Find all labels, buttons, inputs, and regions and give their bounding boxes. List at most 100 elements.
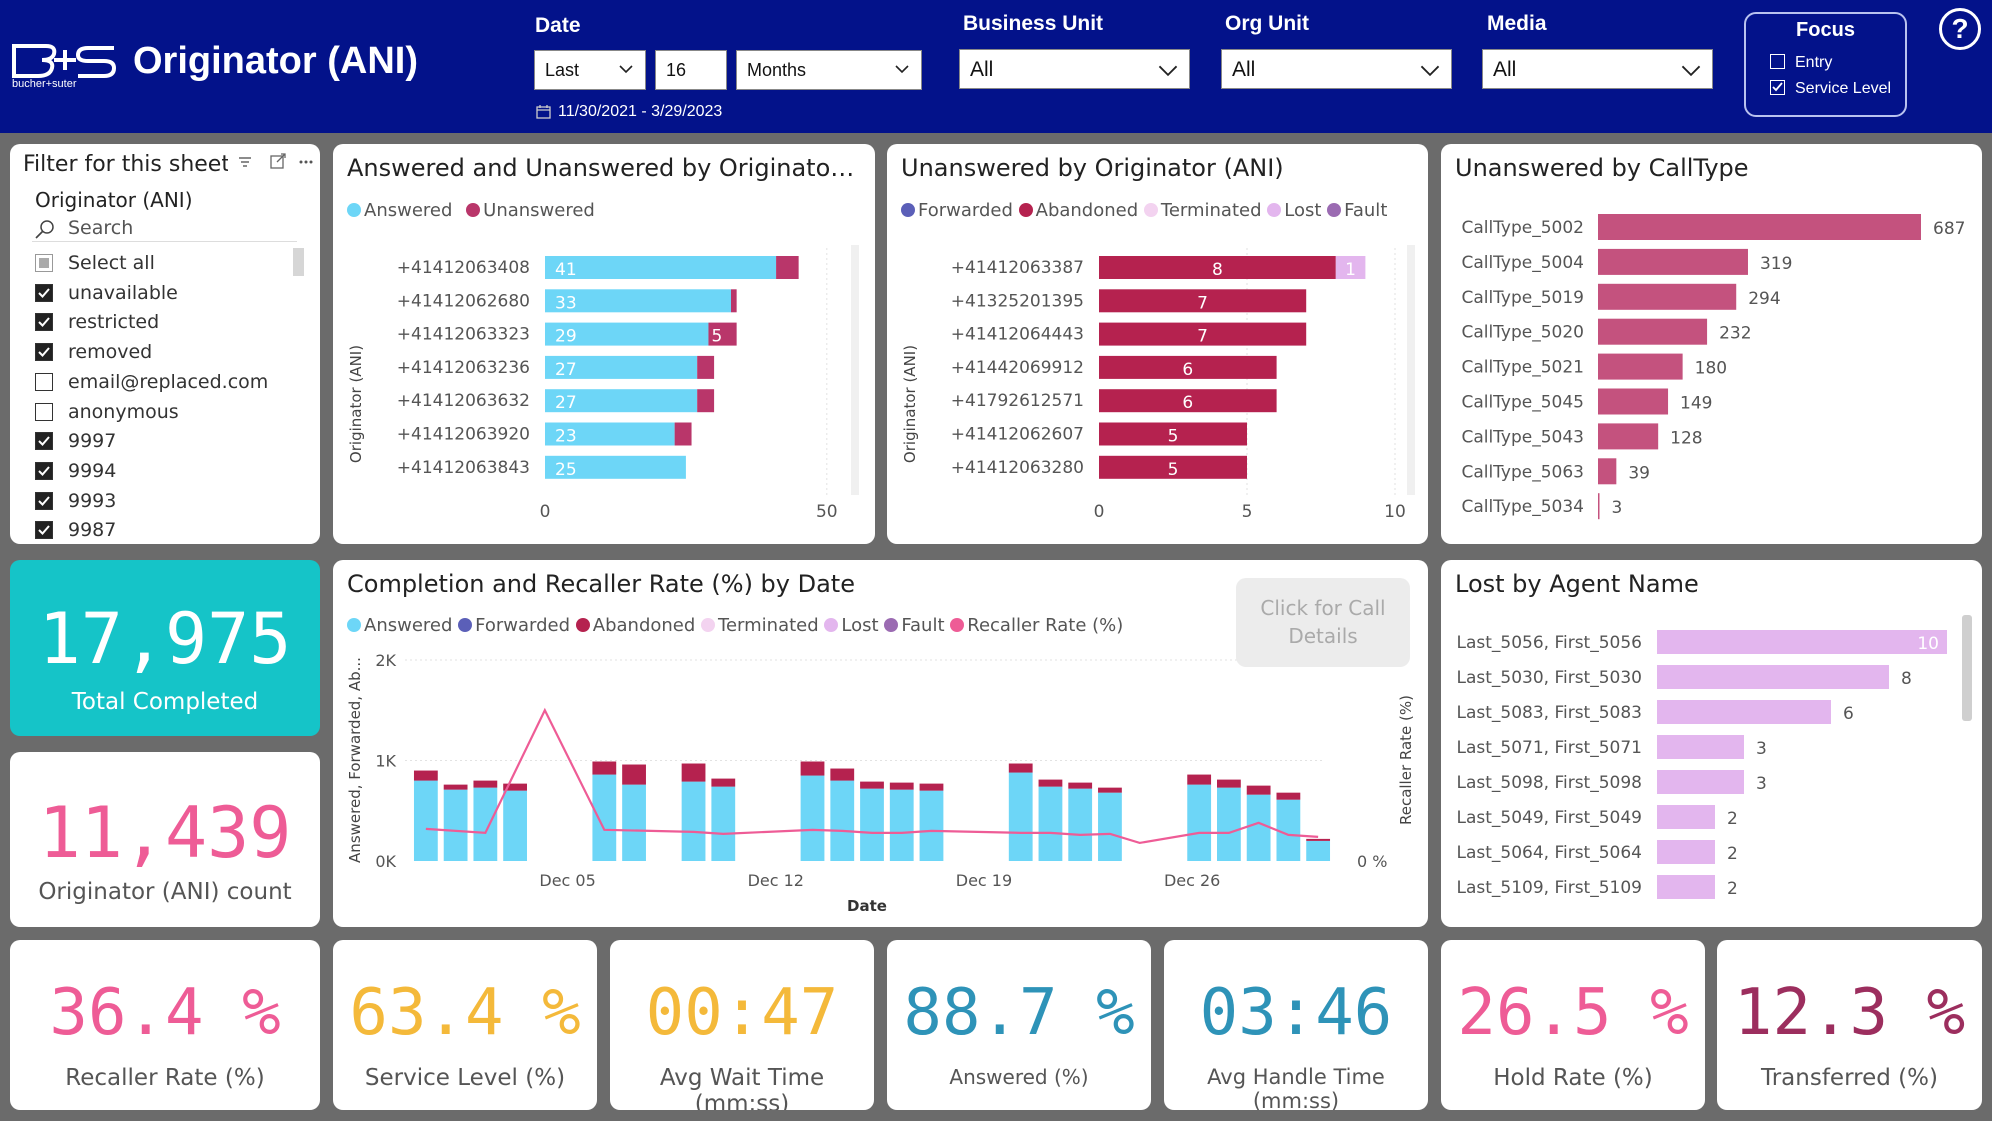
legend-terminated[interactable]: Terminated bbox=[1143, 200, 1262, 221]
filter-item[interactable]: 9997 bbox=[35, 430, 116, 452]
lost-agent-chart: Last_5056, First_5056 10 Last_5030, First_… bbox=[1456, 630, 1947, 899]
filter-item[interactable]: 9993 bbox=[35, 490, 116, 512]
data-label: 41 bbox=[555, 260, 577, 280]
category-label: CallType_5002 bbox=[1461, 218, 1584, 238]
y-tick-label: 0K bbox=[375, 852, 396, 871]
legend-abandoned[interactable]: Abandoned bbox=[1018, 200, 1138, 221]
checkbox-unchecked-icon[interactable] bbox=[1770, 54, 1785, 69]
chevron-down-icon bbox=[1681, 65, 1701, 77]
chart-title: Completion and Recaller Rate (%) by Date bbox=[347, 570, 855, 598]
business-unit-value: All bbox=[970, 58, 994, 81]
data-label: 294 bbox=[1748, 289, 1780, 309]
checkbox-checked-icon[interactable] bbox=[35, 461, 53, 480]
search-placeholder: Search bbox=[68, 217, 134, 239]
data-label: 149 bbox=[1680, 394, 1712, 414]
legend-fault[interactable]: Fault bbox=[884, 615, 945, 636]
data-label: 3 bbox=[1612, 498, 1623, 518]
filter-item[interactable]: email@replaced.com bbox=[35, 371, 268, 393]
legend-forwarded[interactable]: Forwarded bbox=[901, 200, 1013, 221]
legend-fault[interactable]: Fault bbox=[1327, 200, 1387, 221]
focus-option-entry[interactable]: Entry bbox=[1770, 54, 1832, 72]
date-period-value: Last bbox=[545, 60, 580, 80]
filter-item[interactable]: anonymous bbox=[35, 401, 179, 423]
checkbox-checked-icon[interactable] bbox=[35, 491, 53, 510]
category-label: Last_5071, First_5071 bbox=[1456, 738, 1642, 758]
date-unit-select[interactable]: Months bbox=[736, 50, 922, 90]
legend-dot bbox=[347, 203, 361, 217]
service-level-card: 63.4 % Service Level (%) bbox=[333, 940, 597, 1110]
legend-answered[interactable]: Answered bbox=[347, 200, 452, 221]
business-unit-label: Business Unit bbox=[963, 12, 1104, 35]
category-label: Last_5098, First_5098 bbox=[1456, 773, 1642, 793]
data-label: 180 bbox=[1695, 359, 1727, 379]
checkbox-unchecked-icon[interactable] bbox=[35, 372, 53, 391]
bar-answered bbox=[919, 790, 944, 861]
focus-option-label: Entry bbox=[1795, 54, 1833, 71]
filter-item[interactable]: Select all bbox=[35, 252, 155, 274]
bar-abandoned bbox=[443, 784, 468, 790]
filter-icon[interactable] bbox=[239, 157, 251, 167]
legend-abandoned[interactable]: Abandoned bbox=[575, 615, 695, 636]
bar-unanswered bbox=[697, 355, 715, 379]
bar-abandoned bbox=[1098, 787, 1122, 793]
legend-lost[interactable]: Lost bbox=[824, 615, 879, 636]
avg-handle-value: 03:46 bbox=[1199, 976, 1393, 1050]
total-completed-label: Total Completed bbox=[71, 689, 259, 715]
filter-search-input[interactable]: Search bbox=[32, 214, 297, 242]
y-tick-label: 2K bbox=[375, 651, 396, 670]
hold-rate-value: 26.5 % bbox=[1457, 976, 1689, 1050]
legend-unanswered[interactable]: Unanswered bbox=[466, 200, 595, 221]
filter-item[interactable]: 9987 bbox=[35, 519, 116, 541]
legend-answered[interactable]: Answered bbox=[347, 615, 452, 636]
bar-answered bbox=[545, 389, 698, 413]
call-details-button[interactable]: Click for Call Details bbox=[1236, 578, 1410, 667]
focus-option-service-level[interactable]: Service Level bbox=[1770, 80, 1891, 98]
x-tick-label: Dec 12 bbox=[748, 871, 804, 890]
legend-lost[interactable]: Lost bbox=[1267, 200, 1321, 221]
bar-abandoned bbox=[1187, 774, 1212, 785]
focus-option-label: Service Level bbox=[1795, 80, 1892, 97]
legend-dot bbox=[347, 618, 361, 632]
date-period-select[interactable]: Last bbox=[534, 50, 646, 90]
date-count-input[interactable]: 16 bbox=[655, 50, 727, 90]
legend-forwarded[interactable]: Forwarded bbox=[458, 615, 570, 636]
checkbox-checked-icon[interactable] bbox=[35, 432, 53, 451]
legend-terminated[interactable]: Terminated bbox=[701, 615, 819, 636]
media-select[interactable]: All bbox=[1482, 49, 1713, 89]
answered-label: Answered (%) bbox=[949, 1065, 1089, 1089]
checkbox-unchecked-icon[interactable] bbox=[35, 402, 53, 421]
focus-mode-icon[interactable] bbox=[270, 153, 286, 169]
lost-agent-scrollbar[interactable] bbox=[1962, 615, 1972, 721]
bar-lost bbox=[1335, 256, 1366, 279]
checkbox-checked-icon[interactable] bbox=[35, 343, 53, 362]
more-options-icon[interactable] bbox=[299, 160, 313, 164]
filter-scrollbar[interactable] bbox=[293, 248, 304, 276]
category-label: Last_5056, First_5056 bbox=[1456, 633, 1642, 653]
checkbox-checked-icon[interactable] bbox=[1770, 80, 1785, 95]
filter-item-label: 9997 bbox=[68, 430, 117, 453]
filter-item[interactable]: restricted bbox=[35, 311, 159, 333]
checkbox-checked-icon[interactable] bbox=[35, 283, 53, 302]
business-unit-select[interactable]: All bbox=[959, 49, 1190, 89]
avg-handle-card: 03:46 Avg Handle Time (mm:ss) bbox=[1164, 940, 1428, 1110]
y-axis-label: Answered, Forwarded, Ab... bbox=[346, 657, 364, 863]
bar bbox=[1657, 735, 1744, 759]
x-tick-label: Dec 26 bbox=[1164, 871, 1220, 890]
bar-abandoned bbox=[1246, 785, 1271, 795]
chevron-down-icon bbox=[895, 65, 909, 74]
checkbox-partial-icon[interactable] bbox=[35, 254, 53, 272]
bar-answered bbox=[413, 780, 438, 861]
filter-item[interactable]: 9994 bbox=[35, 460, 116, 482]
bar-answered bbox=[1246, 794, 1271, 861]
data-label: 5 bbox=[711, 327, 722, 347]
legend-recaller-rate[interactable]: Recaller Rate (%) bbox=[950, 615, 1123, 636]
checkbox-checked-icon[interactable] bbox=[35, 313, 53, 332]
org-unit-select[interactable]: All bbox=[1221, 49, 1452, 89]
bar-abandoned bbox=[503, 783, 527, 791]
bar-abandoned bbox=[1068, 782, 1093, 789]
help-icon[interactable]: ? bbox=[1939, 8, 1981, 50]
filter-item[interactable]: removed bbox=[35, 341, 152, 363]
filter-item[interactable]: unavailable bbox=[35, 282, 178, 304]
y-tick-label: 1K bbox=[375, 752, 396, 771]
checkbox-checked-icon[interactable] bbox=[35, 521, 53, 540]
